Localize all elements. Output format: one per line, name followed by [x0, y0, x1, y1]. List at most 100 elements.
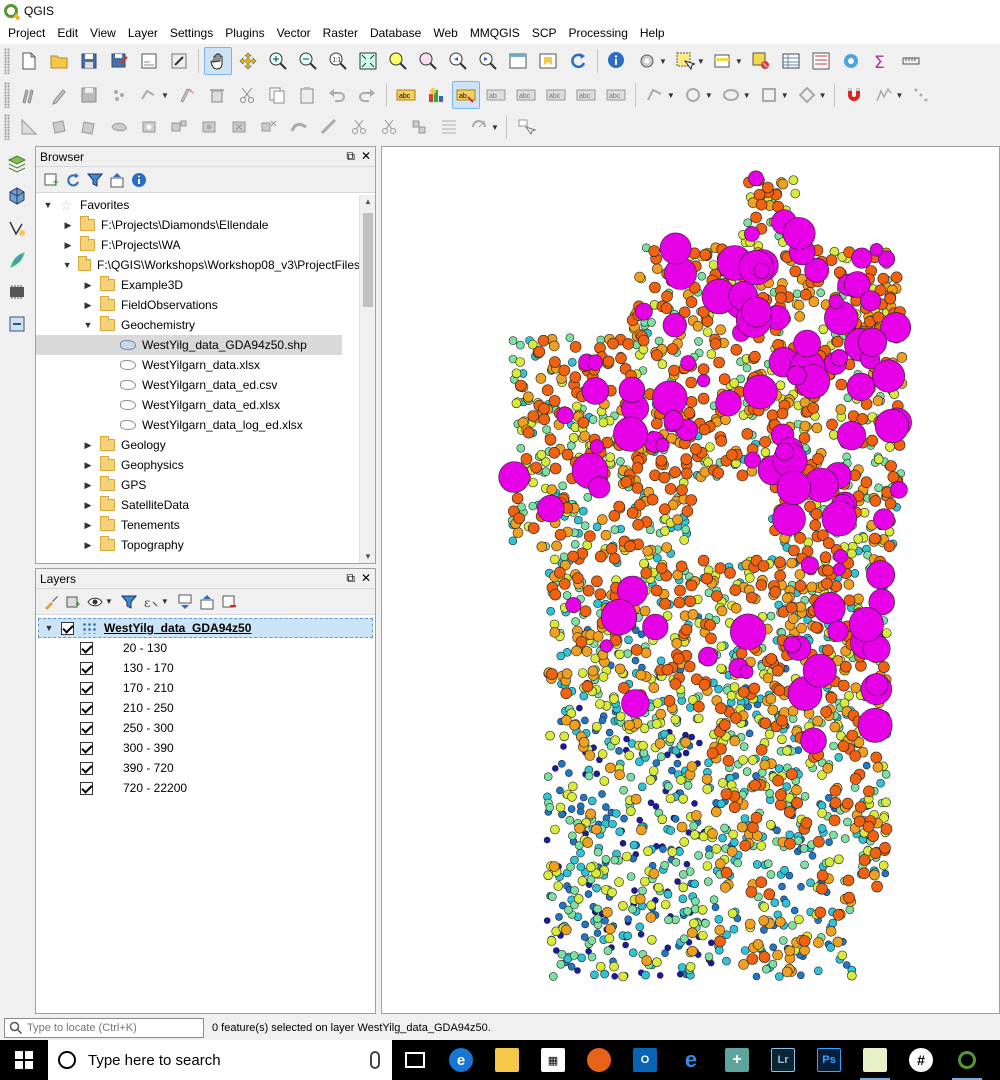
- sample-point[interactable]: [611, 972, 618, 980]
- sample-point[interactable]: [610, 855, 620, 865]
- delete-ring-button[interactable]: [225, 113, 253, 141]
- chevron-down-icon[interactable]: ▼: [818, 90, 827, 100]
- sample-point[interactable]: [690, 879, 700, 889]
- sample-point[interactable]: [775, 292, 787, 304]
- sample-point[interactable]: [729, 735, 741, 747]
- sample-point[interactable]: [774, 764, 784, 773]
- sample-point[interactable]: [881, 869, 890, 878]
- sample-point[interactable]: [549, 861, 560, 872]
- sample-point[interactable]: [691, 897, 700, 906]
- sample-point[interactable]: [591, 575, 603, 588]
- sample-point[interactable]: [821, 577, 833, 590]
- sample-point[interactable]: [708, 260, 719, 270]
- merge-features-button[interactable]: [405, 113, 433, 141]
- sample-point[interactable]: [704, 850, 714, 860]
- sample-point[interactable]: [871, 359, 905, 393]
- sample-point[interactable]: [730, 602, 742, 614]
- sample-point[interactable]: [758, 915, 770, 926]
- sample-point[interactable]: [884, 497, 897, 510]
- menu-view[interactable]: View: [90, 26, 116, 40]
- sample-point[interactable]: [597, 749, 608, 759]
- sample-point[interactable]: [799, 944, 810, 956]
- sample-point[interactable]: [648, 682, 660, 694]
- chevron-down-icon[interactable]: ▼: [704, 90, 713, 100]
- sample-point[interactable]: [618, 682, 630, 694]
- sample-point[interactable]: [789, 265, 802, 278]
- sample-point[interactable]: [615, 827, 624, 837]
- store-button[interactable]: ▦: [530, 1040, 576, 1080]
- sample-point[interactable]: [775, 442, 794, 462]
- label-toolbar-button[interactable]: abc: [392, 81, 420, 109]
- sample-point[interactable]: [685, 961, 696, 972]
- sample-point[interactable]: [620, 476, 633, 488]
- statistics-button[interactable]: [807, 47, 835, 75]
- reshape-button[interactable]: [755, 81, 783, 109]
- sample-point[interactable]: [694, 337, 703, 346]
- sample-point[interactable]: [602, 355, 615, 368]
- sample-point[interactable]: [832, 936, 844, 948]
- sample-point[interactable]: [638, 886, 647, 896]
- sample-point[interactable]: [605, 923, 616, 935]
- rotate-feature-button[interactable]: [75, 113, 103, 141]
- sample-point[interactable]: [569, 719, 580, 731]
- sample-point[interactable]: [671, 638, 683, 649]
- sample-point[interactable]: [626, 806, 636, 817]
- sample-point[interactable]: [766, 611, 776, 621]
- sample-point[interactable]: [616, 457, 625, 466]
- sample-point[interactable]: [584, 890, 593, 898]
- sample-point[interactable]: [674, 878, 681, 885]
- sample-point[interactable]: [599, 776, 610, 786]
- sample-point[interactable]: [598, 790, 606, 798]
- sample-point[interactable]: [765, 819, 776, 830]
- sample-point[interactable]: [703, 457, 713, 468]
- chevron-down-icon[interactable]: ▼: [780, 90, 789, 100]
- sample-point[interactable]: [881, 628, 892, 638]
- sample-point[interactable]: [698, 423, 711, 436]
- rotate-symbols-button[interactable]: [465, 113, 493, 141]
- new-virtual-layer-button[interactable]: [3, 310, 31, 338]
- file-explorer-button[interactable]: [484, 1040, 530, 1080]
- sample-point[interactable]: [742, 374, 778, 410]
- menu-edit[interactable]: Edit: [57, 26, 79, 40]
- sample-point[interactable]: [755, 744, 768, 756]
- sample-point[interactable]: [647, 799, 655, 807]
- browser-item[interactable]: ▶ GPS: [36, 475, 360, 495]
- sample-point[interactable]: [597, 514, 608, 525]
- sample-point[interactable]: [813, 937, 824, 948]
- sample-point[interactable]: [784, 945, 796, 957]
- sample-point[interactable]: [722, 754, 735, 767]
- microphone-icon[interactable]: [370, 1051, 380, 1069]
- zoom-native-button[interactable]: 1:1: [324, 47, 352, 75]
- sample-point[interactable]: [683, 906, 692, 916]
- menu-help[interactable]: Help: [639, 26, 665, 40]
- sample-point[interactable]: [546, 606, 555, 616]
- sample-point[interactable]: [546, 936, 557, 946]
- sample-point[interactable]: [763, 859, 773, 869]
- sample-point[interactable]: [684, 595, 697, 608]
- sample-point[interactable]: [671, 815, 680, 823]
- sample-point[interactable]: [872, 761, 884, 773]
- sample-point[interactable]: [772, 949, 783, 961]
- sample-point[interactable]: [613, 416, 649, 452]
- sample-point[interactable]: [845, 905, 855, 915]
- chevron-right-icon[interactable]: ▶: [84, 279, 92, 290]
- zoom-full-button[interactable]: [354, 47, 382, 75]
- sample-point[interactable]: [598, 672, 609, 682]
- sample-point[interactable]: [867, 830, 880, 842]
- sample-point[interactable]: [642, 545, 654, 557]
- sample-point[interactable]: [796, 622, 807, 634]
- sample-point[interactable]: [791, 784, 802, 796]
- sample-point[interactable]: [778, 936, 788, 945]
- sample-point[interactable]: [828, 918, 838, 928]
- sample-point[interactable]: [588, 415, 598, 424]
- sample-point[interactable]: [887, 471, 900, 483]
- sample-point[interactable]: [827, 620, 849, 642]
- sample-point[interactable]: [702, 327, 713, 337]
- sample-point[interactable]: [661, 949, 669, 958]
- sample-point[interactable]: [677, 963, 687, 972]
- delete-selected-button[interactable]: [203, 81, 231, 109]
- zoom-last-button[interactable]: [444, 47, 472, 75]
- sample-point[interactable]: [781, 966, 793, 978]
- sample-point[interactable]: [630, 644, 643, 656]
- chevron-right-icon[interactable]: ▶: [84, 499, 92, 510]
